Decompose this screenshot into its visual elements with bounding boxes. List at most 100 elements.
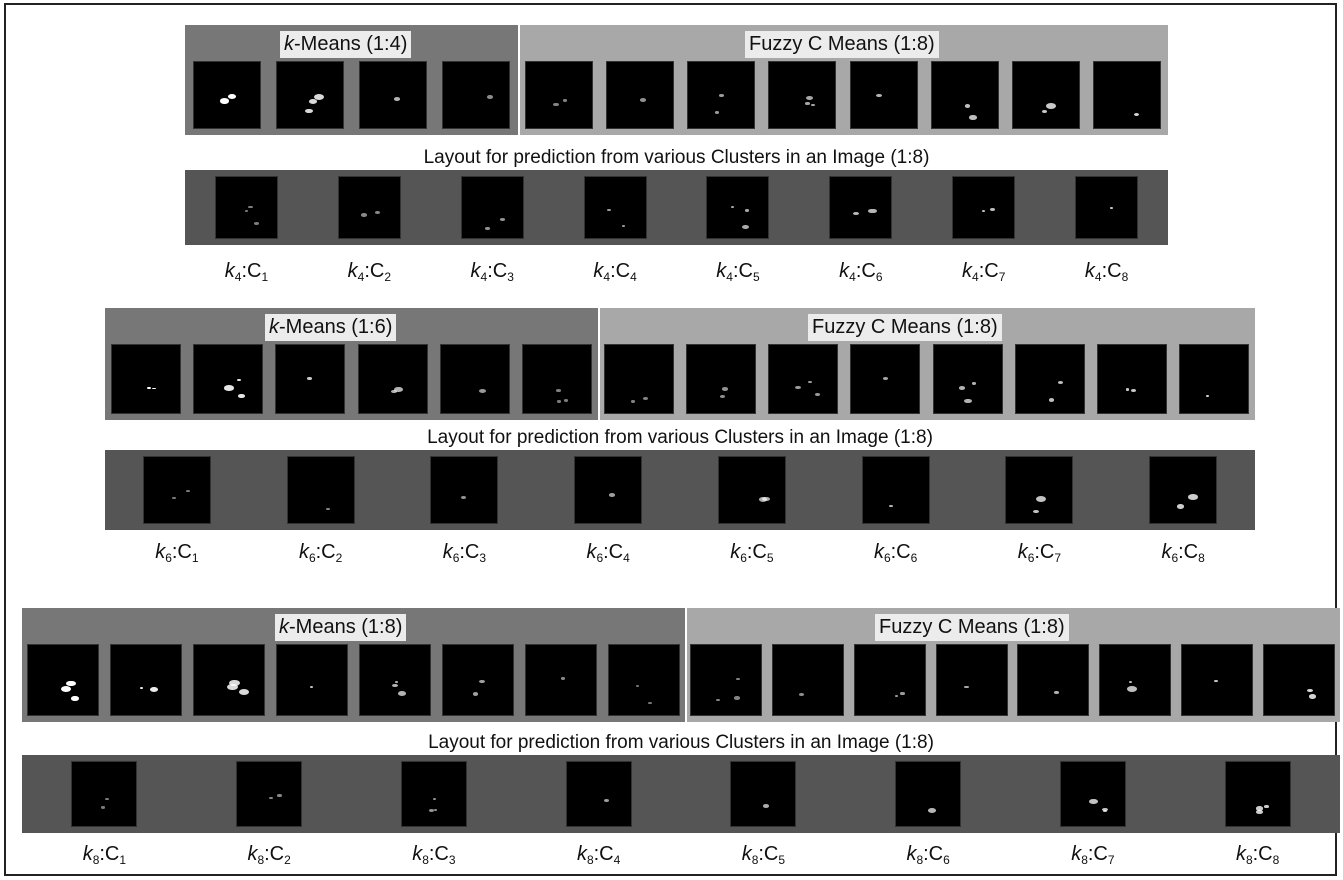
blob (152, 388, 155, 390)
thumbnail (604, 344, 674, 414)
label-c-sub: 6 (876, 270, 883, 284)
blob (1256, 806, 1264, 811)
thumbnail (936, 644, 1008, 716)
thumbnail (236, 761, 302, 827)
title-italic: k (284, 33, 294, 55)
blob (553, 103, 558, 106)
blob (1089, 799, 1099, 805)
thumbnail (690, 644, 762, 716)
title-italic: k (279, 616, 289, 638)
thumbnail (1099, 644, 1171, 716)
blob (487, 95, 493, 98)
label-c-sub: 2 (336, 551, 343, 565)
blob (105, 798, 109, 801)
blob (622, 225, 626, 227)
blob (186, 490, 190, 492)
label-c: :C (1088, 843, 1108, 865)
thumbnail (574, 456, 642, 524)
blob (556, 389, 561, 392)
label-k-sub: 8 (1246, 853, 1253, 867)
blob (326, 508, 329, 510)
kmeans-title: k-Means (1:8) (275, 614, 406, 641)
label-k-sub: 6 (309, 551, 316, 565)
label-k: k (348, 260, 358, 282)
label-c-sub: 2 (384, 270, 391, 284)
label-c-sub: 8 (1198, 551, 1205, 565)
blob (636, 685, 639, 687)
layout-caption: Layout for prediction from various Clust… (427, 427, 933, 449)
blob (715, 111, 719, 114)
thumbnail (730, 761, 796, 827)
label-c-sub: 6 (911, 551, 918, 565)
blob (434, 809, 437, 811)
cluster-label: k6:C2 (299, 541, 342, 565)
cluster-label: k8:C4 (577, 843, 620, 867)
blob (227, 684, 238, 691)
label-k: k (83, 843, 93, 865)
label-k: k (730, 541, 740, 563)
blob (959, 386, 965, 390)
thumbnail (1075, 176, 1138, 239)
blob (1102, 808, 1108, 811)
label-c: :C (1253, 843, 1273, 865)
label-k-sub: 4 (603, 270, 610, 284)
label-c-sub: 8 (1122, 270, 1129, 284)
cluster-label: k6:C8 (1161, 541, 1204, 565)
label-c-sub: 3 (449, 853, 456, 867)
blob (965, 104, 970, 107)
label-k-sub: 8 (422, 853, 429, 867)
blob (1049, 398, 1054, 401)
blob (269, 797, 273, 800)
blob (461, 496, 466, 499)
blob (609, 493, 615, 497)
label-k-sub: 8 (752, 853, 759, 867)
kmeans-title: k-Means (1:6) (265, 314, 396, 341)
blob (868, 209, 876, 214)
label-k: k (299, 541, 309, 563)
blob (806, 96, 813, 100)
label-k-sub: 6 (453, 551, 460, 565)
blob (228, 94, 236, 99)
thumbnail (359, 61, 427, 129)
thumbnail (338, 176, 401, 239)
label-k-sub: 4 (235, 270, 242, 284)
label-k-sub: 6 (740, 551, 747, 565)
thumbnail (706, 176, 769, 239)
label-k-sub: 6 (1171, 551, 1178, 565)
label-k: k (471, 260, 481, 282)
blob (719, 94, 723, 97)
thumbnail (768, 344, 838, 414)
thumbnail (522, 344, 592, 414)
thumbnail (525, 61, 593, 129)
blob (245, 210, 249, 212)
thumbnail (854, 644, 926, 716)
thumbnail (358, 344, 428, 414)
thumbnail (1149, 456, 1217, 524)
label-k: k (716, 260, 726, 282)
cluster-label: k4:C7 (962, 260, 1005, 284)
cluster-label: k8:C2 (247, 843, 290, 867)
thumbnail (1263, 644, 1335, 716)
thumbnail (275, 344, 345, 414)
blob (238, 394, 244, 398)
label-c-sub: 1 (119, 853, 126, 867)
label-k: k (577, 843, 587, 865)
thumbnail (461, 176, 524, 239)
page: (() => { const data = JSON.parse(documen… (0, 0, 1343, 880)
label-c: :C (923, 843, 943, 865)
thumbnail (608, 644, 680, 716)
fcm-title: Fuzzy C Means (1:8) (875, 614, 1069, 641)
prediction-panel (185, 170, 1168, 245)
blob (631, 400, 635, 402)
label-k-sub: 8 (916, 853, 923, 867)
cluster-label: k4:C2 (348, 260, 391, 284)
blob (607, 209, 611, 212)
thumbnail (71, 761, 137, 827)
blob (805, 102, 809, 105)
label-c-sub: 5 (767, 551, 774, 565)
label-k: k (225, 260, 235, 282)
blob (485, 227, 490, 230)
thumbnail (850, 61, 918, 129)
cluster-label: k4:C8 (1085, 260, 1128, 284)
blob (1214, 680, 1218, 682)
